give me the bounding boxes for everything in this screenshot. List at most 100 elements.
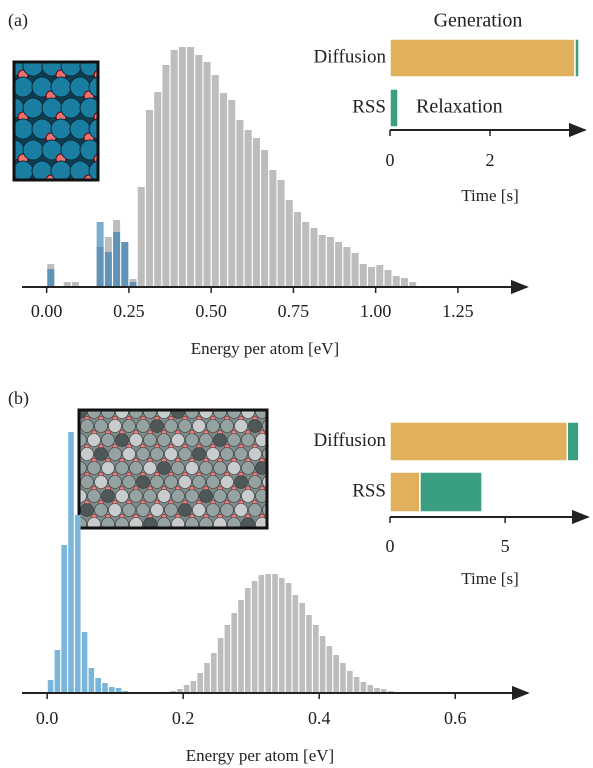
- atom: [136, 475, 150, 489]
- histogram-bar: [217, 638, 224, 693]
- atom: [79, 62, 98, 77]
- atom: [88, 76, 98, 98]
- atom: [50, 160, 72, 180]
- x-axis-label: Time [s]: [461, 186, 518, 205]
- atom: [60, 62, 82, 77]
- atom: [199, 517, 213, 528]
- histogram-bar: [102, 683, 108, 693]
- histogram-bar: [294, 212, 302, 287]
- atom: [129, 410, 143, 419]
- atom: [80, 503, 94, 517]
- atom: [241, 517, 255, 528]
- atom: [157, 410, 171, 419]
- atom: [136, 503, 150, 517]
- atom: [164, 447, 178, 461]
- atom: [178, 503, 192, 517]
- histogram-bar: [228, 100, 236, 287]
- histogram-bar: [236, 120, 244, 287]
- atom: [220, 503, 234, 517]
- atom: [178, 475, 192, 489]
- atom: [206, 419, 220, 433]
- atom: [87, 433, 101, 447]
- histogram-bar: [299, 603, 306, 693]
- panel-label: (b): [8, 388, 29, 409]
- histogram-bar: [74, 515, 81, 693]
- atom: [115, 489, 129, 503]
- histogram-bar: [368, 267, 376, 287]
- atom: [192, 447, 206, 461]
- atom: [80, 447, 94, 461]
- histogram-bar: [203, 62, 211, 287]
- x-tick-label: 0: [386, 536, 395, 556]
- atom: [255, 461, 267, 475]
- histogram-bar: [306, 615, 312, 693]
- histogram-bar: [95, 678, 101, 693]
- atom: [213, 517, 227, 528]
- atom: [50, 118, 72, 140]
- x-tick-label: 0.75: [278, 301, 310, 321]
- histogram-bar: [285, 200, 293, 287]
- histogram-bar: [96, 222, 104, 287]
- histogram-bar: [244, 130, 252, 287]
- atom: [241, 410, 255, 419]
- atom: [108, 475, 122, 489]
- atom: [164, 503, 178, 517]
- atom: [129, 461, 143, 475]
- atom: [206, 447, 220, 461]
- atom: [80, 475, 94, 489]
- atom: [234, 503, 248, 517]
- atom: [234, 475, 248, 489]
- histogram-bar: [178, 47, 186, 287]
- histogram-bar: [269, 170, 277, 287]
- histogram-bar: [154, 92, 162, 287]
- atom: [115, 410, 129, 419]
- histogram-bar: [326, 646, 333, 693]
- x-axis-label: Time [s]: [461, 569, 518, 588]
- histogram-bar: [63, 282, 71, 287]
- panel-label: (a): [8, 10, 28, 31]
- histogram-bar: [54, 650, 61, 693]
- atom: [136, 447, 150, 461]
- histogram-bar: [211, 75, 219, 287]
- histogram-bar: [113, 232, 121, 287]
- histogram-bar: [392, 276, 400, 287]
- histogram-bar: [187, 47, 195, 287]
- atom: [213, 489, 227, 503]
- histogram-bar: [359, 264, 367, 287]
- atom: [129, 433, 143, 447]
- atom: [227, 433, 241, 447]
- atom: [60, 139, 82, 161]
- atom: [171, 489, 185, 503]
- atom: [255, 410, 267, 419]
- atom: [101, 410, 115, 419]
- histogram-bar: [104, 252, 112, 287]
- histogram-bar: [409, 282, 417, 287]
- structure-frame: [12, 60, 100, 182]
- bar-segment: [419, 471, 483, 513]
- atom: [94, 447, 108, 461]
- histogram-bar: [115, 688, 122, 693]
- atom: [185, 489, 199, 503]
- atom: [185, 410, 199, 419]
- histogram-bar: [224, 625, 231, 693]
- histogram-bar: [279, 578, 285, 693]
- atom: [80, 419, 94, 433]
- atom: [274, 431, 279, 436]
- histogram-bar: [47, 269, 55, 287]
- atom: [88, 118, 98, 140]
- histogram-bar: [333, 655, 340, 693]
- atom: [171, 410, 185, 419]
- atom: [199, 410, 213, 419]
- atom: [150, 475, 164, 489]
- histogram-bar: [384, 270, 392, 287]
- x-axis-label: Energy per atom [eV]: [191, 339, 339, 358]
- x-tick-label: 0.6: [444, 708, 467, 728]
- histogram-bar: [374, 688, 380, 693]
- x-tick-label: 0.2: [172, 708, 195, 728]
- histogram-bar: [68, 432, 74, 693]
- atom: [94, 503, 108, 517]
- atom: [14, 118, 34, 140]
- histogram-bar: [302, 222, 310, 287]
- atom: [248, 447, 262, 461]
- atom: [227, 517, 241, 528]
